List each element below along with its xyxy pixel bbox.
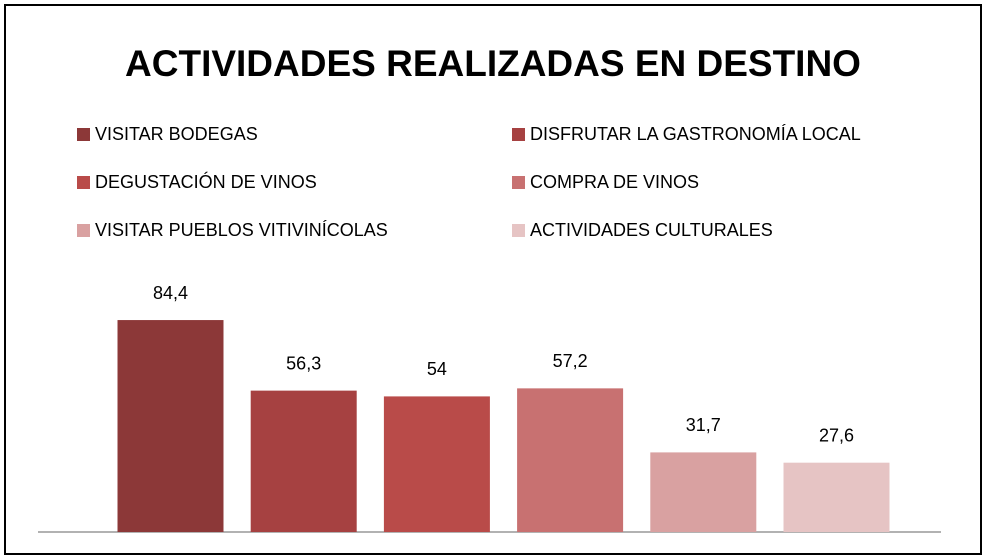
legend-swatch [512,176,525,189]
legend-label: VISITAR BODEGAS [95,124,258,144]
data-label: 31,7 [686,415,721,435]
legend-swatch [77,128,90,141]
legend-label: VISITAR PUEBLOS VITIVINÍCOLAS [95,220,388,240]
legend-label: DEGUSTACIÓN DE VINOS [95,171,317,192]
chart-title: ACTIVIDADES REALIZADAS EN DESTINO [125,43,861,84]
bar [517,388,624,532]
data-label: 27,6 [819,425,854,445]
bar [783,462,890,532]
data-label: 54 [427,359,447,379]
legend-swatch [77,224,90,237]
legend-label: COMPRA DE VINOS [530,172,699,192]
bar [650,452,757,532]
data-label: 56,3 [286,353,321,373]
data-label: 57,2 [553,351,588,371]
bar [383,396,490,532]
legend-swatch [512,224,525,237]
legend-swatch [77,176,90,189]
legend-label: ACTIVIDADES CULTURALES [530,220,773,240]
legend-label: DISFRUTAR LA GASTRONOMÍA LOCAL [530,124,861,144]
bar [117,320,224,532]
data-label: 84,4 [153,283,188,303]
bar [250,390,357,532]
legend-swatch [512,128,525,141]
